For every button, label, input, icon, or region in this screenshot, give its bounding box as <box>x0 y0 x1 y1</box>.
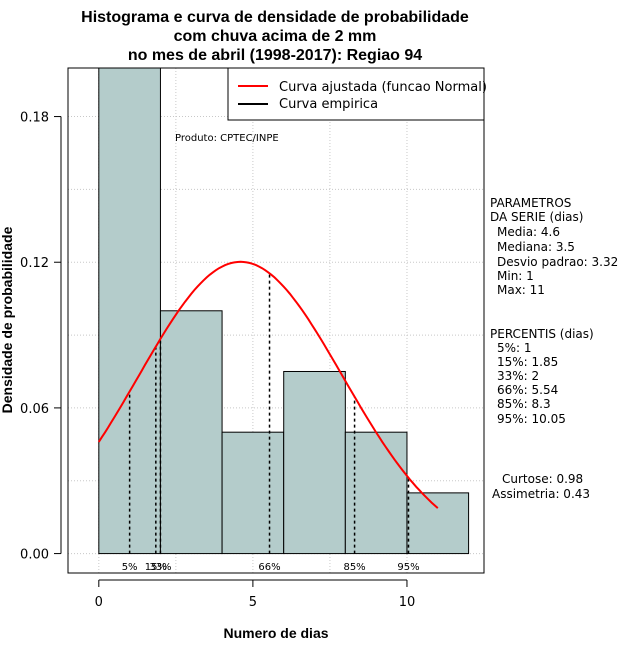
param-desvio: Desvio padrao: 3.32 <box>497 255 618 269</box>
x-tick-label: 0 <box>95 595 103 610</box>
percentile-lines: 5% 15%33% 66% 85% 95% <box>122 273 420 573</box>
histogram-bar <box>283 370 346 555</box>
histogram-bar <box>406 492 470 555</box>
parametros-title-2: DA SERIE (dias) <box>490 210 583 224</box>
param-max: Max: 11 <box>497 283 545 297</box>
percentile-label: 33% <box>149 562 171 573</box>
x-tick-label: 10 <box>399 595 416 610</box>
normal-fit-curve <box>97 260 439 509</box>
percentil-33: 33%: 2 <box>497 369 539 383</box>
x-tick-label: 5 <box>249 595 257 610</box>
chart-title-line-2: com chuva acima de 2 mm <box>174 28 377 45</box>
chart-title-line-1: Histograma e curva de densidade de proba… <box>81 9 469 26</box>
side-panel: PARAMETROS DA SERIE (dias) Media: 4.6 Me… <box>490 196 618 501</box>
percentile-label: 15% <box>145 562 167 573</box>
legend: Curva ajustada (funcao Normal) Curva emp… <box>227 67 487 121</box>
legend-fit-label: Curva ajustada (funcao Normal) <box>279 80 487 95</box>
percentil-95: 95%: 10.05 <box>497 412 566 426</box>
y-tick-label: 0.12 <box>20 256 49 271</box>
histogram-bars <box>98 67 470 555</box>
assimetria: Assimetria: 0.43 <box>492 487 590 501</box>
percentil-15: 15%: 1.85 <box>497 355 558 369</box>
param-min: Min: 1 <box>497 269 534 283</box>
percentile-label: 5% <box>122 562 138 573</box>
parametros-title-1: PARAMETROS <box>490 196 571 210</box>
param-mediana: Mediana: 3.5 <box>497 240 575 254</box>
histogram-bar <box>221 431 285 555</box>
y-tick-label: 0.00 <box>20 548 49 563</box>
y-tick-label: 0.18 <box>20 111 49 126</box>
histogram-bar <box>159 310 223 555</box>
axes: 0 5 10 0.00 0.06 0.12 0.18 <box>20 111 415 610</box>
percentil-85: 85%: 8.3 <box>497 397 551 411</box>
percentile-label: 95% <box>397 562 419 573</box>
percentil-5: 5%: 1 <box>497 341 532 355</box>
percentile-label: 66% <box>258 562 280 573</box>
percentile-label: 85% <box>343 562 365 573</box>
param-media: Media: 4.6 <box>497 225 560 239</box>
legend-empirical-label: Curva empirica <box>279 97 378 112</box>
x-axis-title: Numero de dias <box>223 625 328 641</box>
legend-box <box>227 67 485 121</box>
product-note: Produto: CPTEC/INPE <box>175 133 279 144</box>
percentil-66: 66%: 5.54 <box>497 383 558 397</box>
curtose: Curtose: 0.98 <box>502 472 583 486</box>
percentis-title: PERCENTIS (dias) <box>490 327 594 341</box>
y-tick-label: 0.06 <box>20 402 49 417</box>
y-axis-title: Densidade de probabilidade <box>0 226 15 413</box>
chart-title-line-3: no mes de abril (1998-2017): Regiao 94 <box>128 47 422 64</box>
